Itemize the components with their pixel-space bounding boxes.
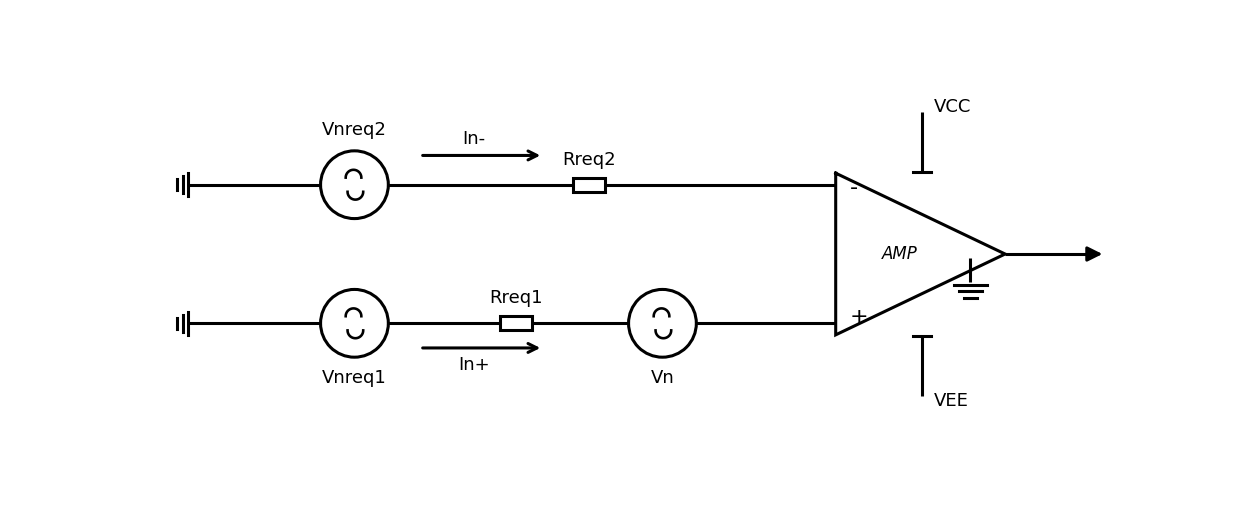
Text: VCC: VCC [934, 98, 972, 116]
Text: Vnreq2: Vnreq2 [322, 121, 387, 139]
Text: AMP: AMP [882, 245, 918, 263]
Bar [500, 317, 532, 330]
Text: +: + [849, 307, 868, 327]
Bar [573, 178, 605, 192]
Text: Vn: Vn [651, 368, 675, 387]
Text: In+: In+ [458, 356, 490, 374]
Text: Rreq1: Rreq1 [490, 289, 543, 307]
Text: Rreq2: Rreq2 [563, 151, 616, 169]
Text: VEE: VEE [934, 392, 970, 410]
Text: Vnreq1: Vnreq1 [322, 368, 387, 387]
Text: In-: In- [463, 130, 485, 148]
Text: -: - [849, 178, 858, 198]
